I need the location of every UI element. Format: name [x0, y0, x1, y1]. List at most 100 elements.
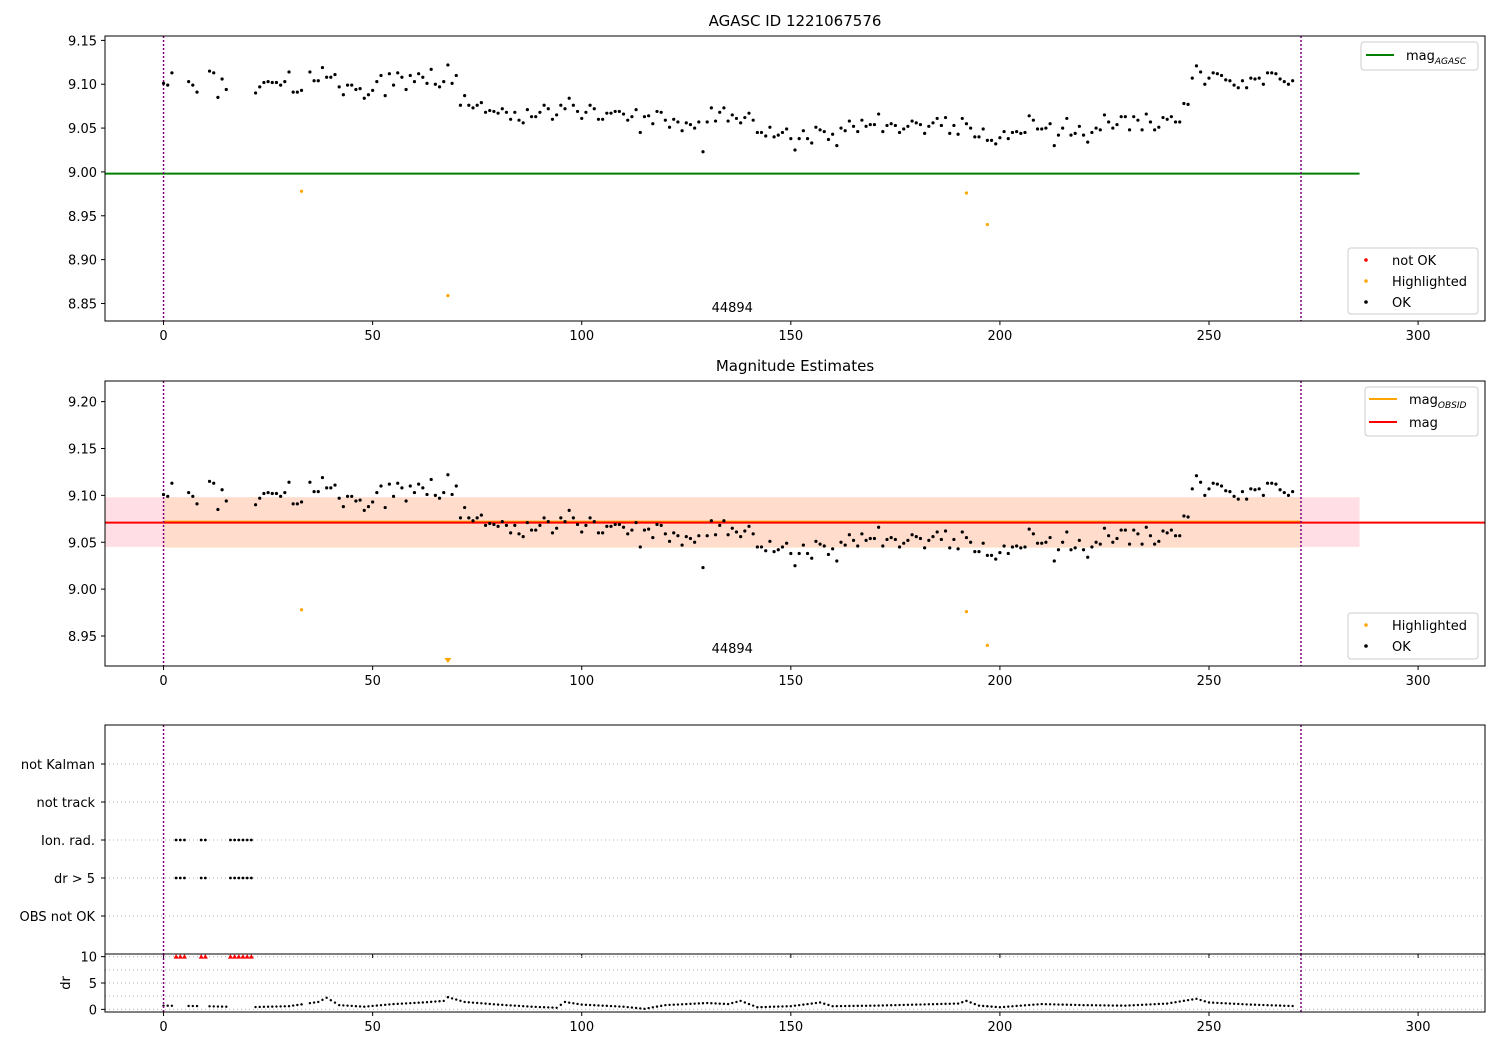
ok-point: [504, 110, 509, 114]
ok-point: [1023, 545, 1027, 549]
ok-point: [546, 520, 550, 524]
ok-point: [939, 537, 943, 542]
ok-point: [960, 530, 964, 534]
ok-point: [1186, 102, 1190, 106]
ok-point: [697, 534, 701, 538]
dr-point: [1090, 1004, 1094, 1007]
ok-point: [801, 129, 805, 133]
dr-point: [195, 1004, 199, 1008]
ok-point: [1228, 490, 1232, 494]
ok-point: [693, 540, 697, 544]
dr-capped-marker: [232, 954, 238, 959]
flag-point: [241, 838, 245, 842]
ok-point: [1178, 120, 1182, 124]
ok-point: [358, 87, 362, 91]
dr-point: [1099, 1004, 1102, 1007]
ok-point: [446, 63, 450, 67]
ok-point: [981, 541, 985, 545]
ok-point: [262, 80, 266, 85]
dr-point: [1266, 1003, 1269, 1007]
ok-point: [270, 491, 274, 496]
dr-point: [379, 1004, 383, 1007]
ok-point: [442, 80, 446, 84]
dr-point: [651, 1006, 655, 1009]
ok-point: [1182, 101, 1186, 106]
dr-point: [521, 1005, 525, 1008]
dr-point: [659, 1004, 663, 1008]
ok-point: [350, 494, 354, 498]
ok-point: [634, 520, 638, 525]
ok-point: [1094, 126, 1098, 130]
dr-point: [597, 1004, 600, 1007]
ok-point: [927, 538, 931, 542]
ok-point: [1065, 116, 1069, 121]
dr-point: [843, 1004, 847, 1008]
dr-point: [396, 1002, 399, 1006]
ok-point: [1102, 526, 1107, 530]
flag-point: [183, 838, 186, 842]
ok-point: [1207, 76, 1211, 80]
ok-point: [592, 107, 596, 111]
dr-point: [940, 1002, 943, 1006]
dr-point: [1157, 1002, 1161, 1006]
dr-capped-marker: [236, 954, 242, 959]
ok-point: [1282, 80, 1286, 84]
ok-point: [1056, 548, 1061, 552]
flag-point: [174, 876, 178, 880]
ok-point: [1123, 115, 1127, 119]
ok-point: [1119, 115, 1123, 119]
dr-point: [279, 1005, 282, 1008]
ok-point: [412, 490, 417, 495]
ok-point: [914, 121, 918, 125]
dr-point: [1119, 1004, 1123, 1007]
highlighted-point: [964, 191, 969, 195]
ok-point: [471, 106, 475, 110]
ok-point: [688, 122, 693, 127]
ok-point: [1069, 548, 1073, 552]
ok-point: [258, 85, 262, 89]
ok-point: [851, 538, 856, 542]
ok-point: [1107, 120, 1111, 124]
ok-point: [571, 103, 575, 107]
dr-point: [434, 1000, 437, 1003]
flag-point: [203, 876, 207, 880]
ok-point: [496, 111, 500, 115]
ok-point: [371, 500, 375, 504]
ok-point: [1182, 514, 1186, 518]
dr-point: [601, 1004, 604, 1007]
dr-point: [413, 1001, 416, 1005]
ok-point: [881, 544, 885, 548]
flag-point: [174, 838, 178, 842]
ok-point: [734, 530, 739, 534]
ok-point: [1265, 71, 1270, 75]
x-tick-label: 150: [778, 329, 803, 344]
ok-point: [463, 94, 467, 98]
ok-point: [475, 103, 479, 107]
legend-label: mag: [1409, 416, 1438, 431]
dr-point: [496, 1003, 500, 1006]
ok-point: [529, 115, 534, 119]
ok-point: [191, 494, 195, 498]
ok-point: [1010, 130, 1015, 135]
ok-point: [383, 505, 387, 510]
ok-point: [747, 524, 751, 528]
ok-point: [187, 490, 191, 495]
dr-point: [225, 1005, 228, 1008]
dr-point: [1257, 1003, 1261, 1007]
ok-point: [1052, 144, 1056, 148]
dr-point: [220, 1005, 224, 1008]
ok-point: [826, 552, 831, 557]
flag-point: [237, 838, 241, 842]
ok-point: [421, 486, 425, 490]
dr-point: [1132, 1004, 1135, 1007]
ok-point: [1010, 545, 1015, 549]
ok-point: [923, 546, 927, 550]
ok-point: [429, 67, 433, 71]
ok-point: [906, 538, 910, 542]
dr-point: [1124, 1004, 1127, 1007]
ok-point: [425, 492, 429, 497]
ok-point: [1115, 536, 1119, 541]
ok-point: [412, 80, 417, 84]
ok-point: [1173, 534, 1178, 538]
ok-point: [810, 556, 814, 560]
